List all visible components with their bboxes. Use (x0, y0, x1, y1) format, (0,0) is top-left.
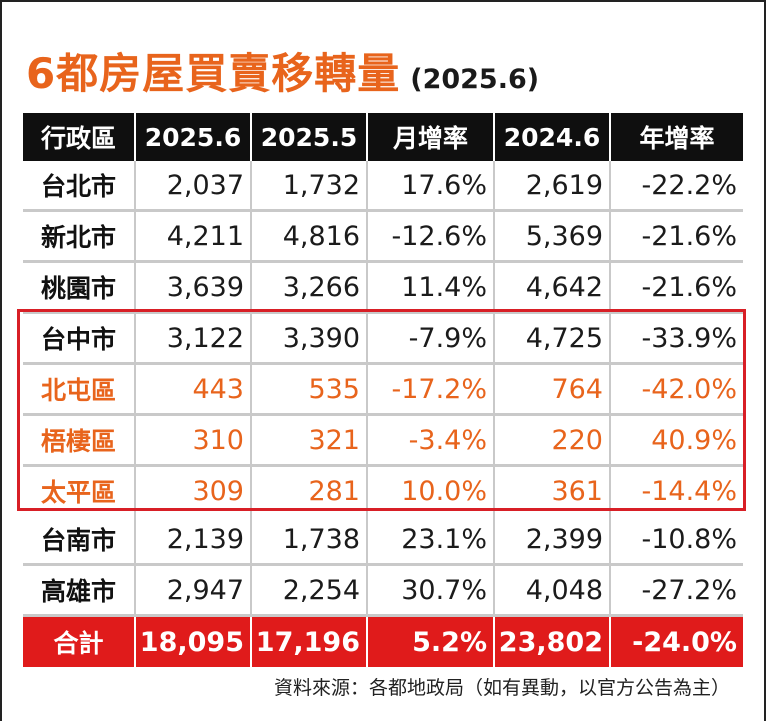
table-row: 台南市 2,139 1,738 23.1% 2,399 -10.8% (23, 515, 743, 566)
title-date: (2025.6) (410, 64, 540, 95)
header-yoy-rate: 年增率 (609, 113, 743, 161)
value-2024-06: 4,725 (493, 312, 610, 365)
value-2025-06: 310 (134, 414, 251, 467)
total-yoy-rate: -24.0% (609, 615, 743, 667)
value-mom-rate: -12.6% (366, 210, 494, 263)
total-2025-06: 18,095 (134, 615, 251, 667)
value-mom-rate: 23.1% (366, 515, 494, 566)
value-2025-05: 535 (250, 363, 367, 416)
value-mom-rate: 17.6% (366, 161, 494, 212)
table-row-highlighted: 北屯區 443 535 -17.2% 764 -42.0% (23, 363, 743, 416)
district-name: 北屯區 (23, 363, 135, 416)
header-2025-06: 2025.6 (134, 113, 251, 161)
value-yoy-rate: -21.6% (609, 261, 743, 314)
value-mom-rate: -7.9% (366, 312, 494, 365)
value-2025-05: 3,266 (250, 261, 367, 314)
value-yoy-rate: -21.6% (609, 210, 743, 263)
value-2024-06: 220 (493, 414, 610, 467)
value-2025-05: 1,732 (250, 161, 367, 212)
district-name: 梧棲區 (23, 414, 135, 467)
table-row-highlighted: 太平區 309 281 10.0% 361 -14.4% (23, 465, 743, 515)
total-2025-05: 17,196 (250, 615, 367, 667)
source-note: 資料來源：各都地政局（如有異動，以官方公告為主） (273, 677, 730, 699)
value-yoy-rate: -33.9% (609, 312, 743, 365)
frame-top-border (0, 0, 766, 2)
district-name: 太平區 (40, 478, 116, 507)
value-2024-06: 2,619 (493, 161, 610, 212)
title-main: 6都房屋買賣移轉量 (26, 49, 401, 98)
district-name: 台南市 (23, 515, 135, 566)
table-row: 桃園市 3,639 3,266 11.4% 4,642 -21.6% (23, 261, 743, 314)
value-2025-05: 281 (250, 465, 367, 515)
value-mom-rate: 30.7% (366, 564, 494, 617)
value-2025-06: 2,037 (134, 161, 251, 212)
frame-left-border (0, 0, 2, 721)
table-row: 高雄市 2,947 2,254 30.7% 4,048 -27.2% (23, 564, 743, 617)
total-label: 合計 (23, 615, 135, 667)
value-yoy-rate: -27.2% (609, 564, 743, 617)
value-yoy-rate: -42.0% (609, 363, 743, 416)
value-2024-06: 5,369 (493, 210, 610, 263)
district-name: 台北市 (23, 161, 135, 212)
value-mom-rate: -3.4% (366, 414, 494, 467)
district-name: 台中市 (23, 312, 135, 365)
header-2024-06: 2024.6 (493, 113, 610, 161)
value-mom-rate: -17.2% (366, 363, 494, 416)
value-2025-05: 3,390 (250, 312, 367, 365)
district-name: 高雄市 (23, 564, 135, 617)
value-2025-06: 443 (134, 363, 251, 416)
header-district: 行政區 (23, 113, 135, 161)
value-mom-rate: 11.4% (366, 261, 494, 314)
value-2025-06: 3,639 (134, 261, 251, 314)
total-mom-rate: 5.2% (366, 615, 494, 667)
frame-right-border (764, 0, 766, 721)
value-2025-05: 321 (250, 414, 367, 467)
header-2025-05: 2025.5 (250, 113, 367, 161)
table-row: 台中市 3,122 3,390 -7.9% 4,725 -33.9% (23, 312, 743, 365)
transfer-volume-table: 行政區 2025.6 2025.5 月增率 2024.6 年增率 台北市 2,0… (23, 113, 743, 667)
value-yoy-rate: -10.8% (609, 515, 743, 566)
total-2024-06: 23,802 (493, 615, 610, 667)
value-2025-06: 2,947 (134, 564, 251, 617)
value-2025-06: 3,122 (134, 312, 251, 365)
table-header-row: 行政區 2025.6 2025.5 月增率 2024.6 年增率 (23, 113, 743, 161)
value-yoy-rate: -22.2% (609, 161, 743, 212)
value-2025-05: 1,738 (250, 515, 367, 566)
value-2024-06: 361 (493, 465, 610, 515)
header-mom-rate: 月增率 (366, 113, 494, 161)
value-2025-06: 309 (134, 465, 251, 515)
table-row-highlighted: 梧棲區 310 321 -3.4% 220 40.9% (23, 414, 743, 467)
value-2024-06: 4,048 (493, 564, 610, 617)
value-2024-06: 4,642 (493, 261, 610, 314)
page-title: 6都房屋買賣移轉量 (2025.6) (26, 40, 539, 110)
value-mom-rate: 10.0% (366, 465, 494, 515)
district-name: 新北市 (23, 210, 135, 263)
table-row: 台北市 2,037 1,732 17.6% 2,619 -22.2% (23, 161, 743, 212)
value-2025-06: 2,139 (134, 515, 251, 566)
value-2024-06: 2,399 (493, 515, 610, 566)
district-name: 桃園市 (23, 261, 135, 314)
value-2025-05: 4,816 (250, 210, 367, 263)
table-row-total: 合計 18,095 17,196 5.2% 23,802 -24.0% (23, 615, 743, 667)
value-2025-06: 4,211 (134, 210, 251, 263)
table-row: 新北市 4,211 4,816 -12.6% 5,369 -21.6% (23, 210, 743, 263)
value-2024-06: 764 (493, 363, 610, 416)
value-yoy-rate: -14.4% (609, 465, 743, 515)
value-yoy-rate: 40.9% (609, 414, 743, 467)
value-2025-05: 2,254 (250, 564, 367, 617)
